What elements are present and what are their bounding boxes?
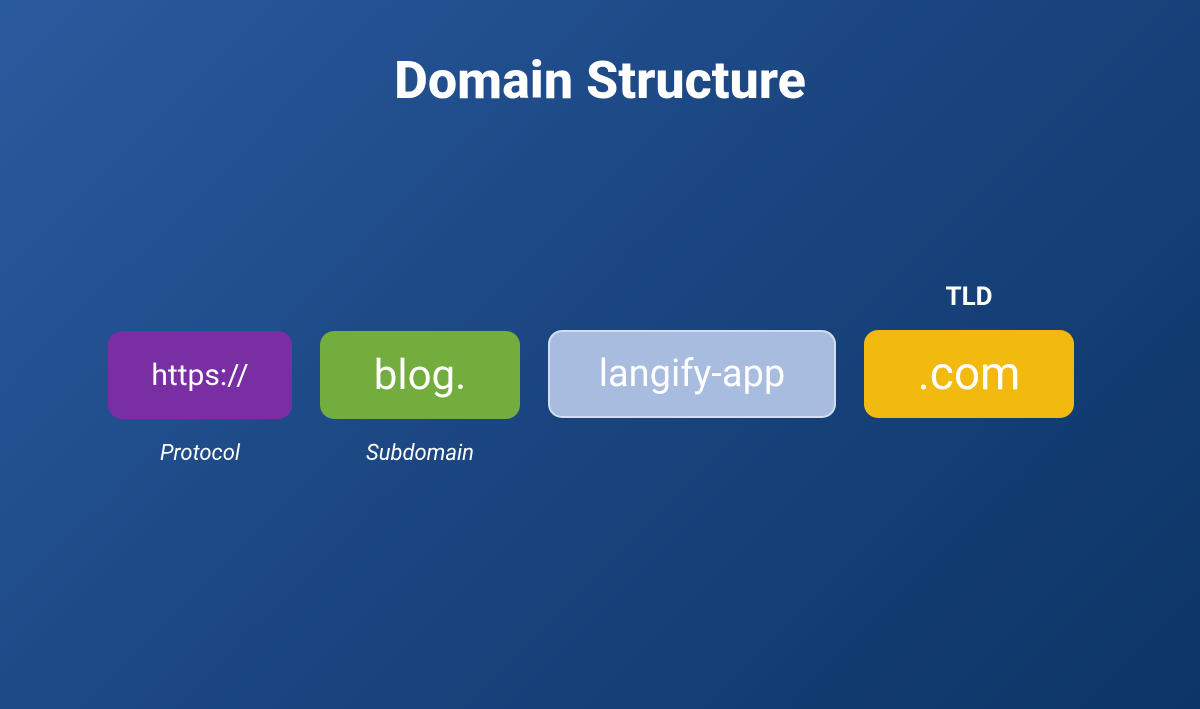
tld-block: .com (864, 330, 1074, 418)
tld-wrapper: TLD .com (864, 282, 1074, 466)
domain-block: langify-app (548, 330, 836, 418)
subdomain-wrapper: blog. Subdomain (320, 281, 520, 466)
domain-structure-diagram: https:// Protocol blog. Subdomain langif… (108, 280, 1092, 466)
tld-label: TLD (945, 282, 992, 312)
subdomain-label: Subdomain (366, 441, 474, 466)
domain-wrapper: langify-app (548, 280, 836, 466)
protocol-block: https:// (108, 331, 292, 419)
page-title: Domain Structure (0, 0, 1200, 111)
protocol-label: Protocol (160, 441, 240, 466)
protocol-wrapper: https:// Protocol (108, 281, 292, 466)
subdomain-block: blog. (320, 331, 520, 419)
